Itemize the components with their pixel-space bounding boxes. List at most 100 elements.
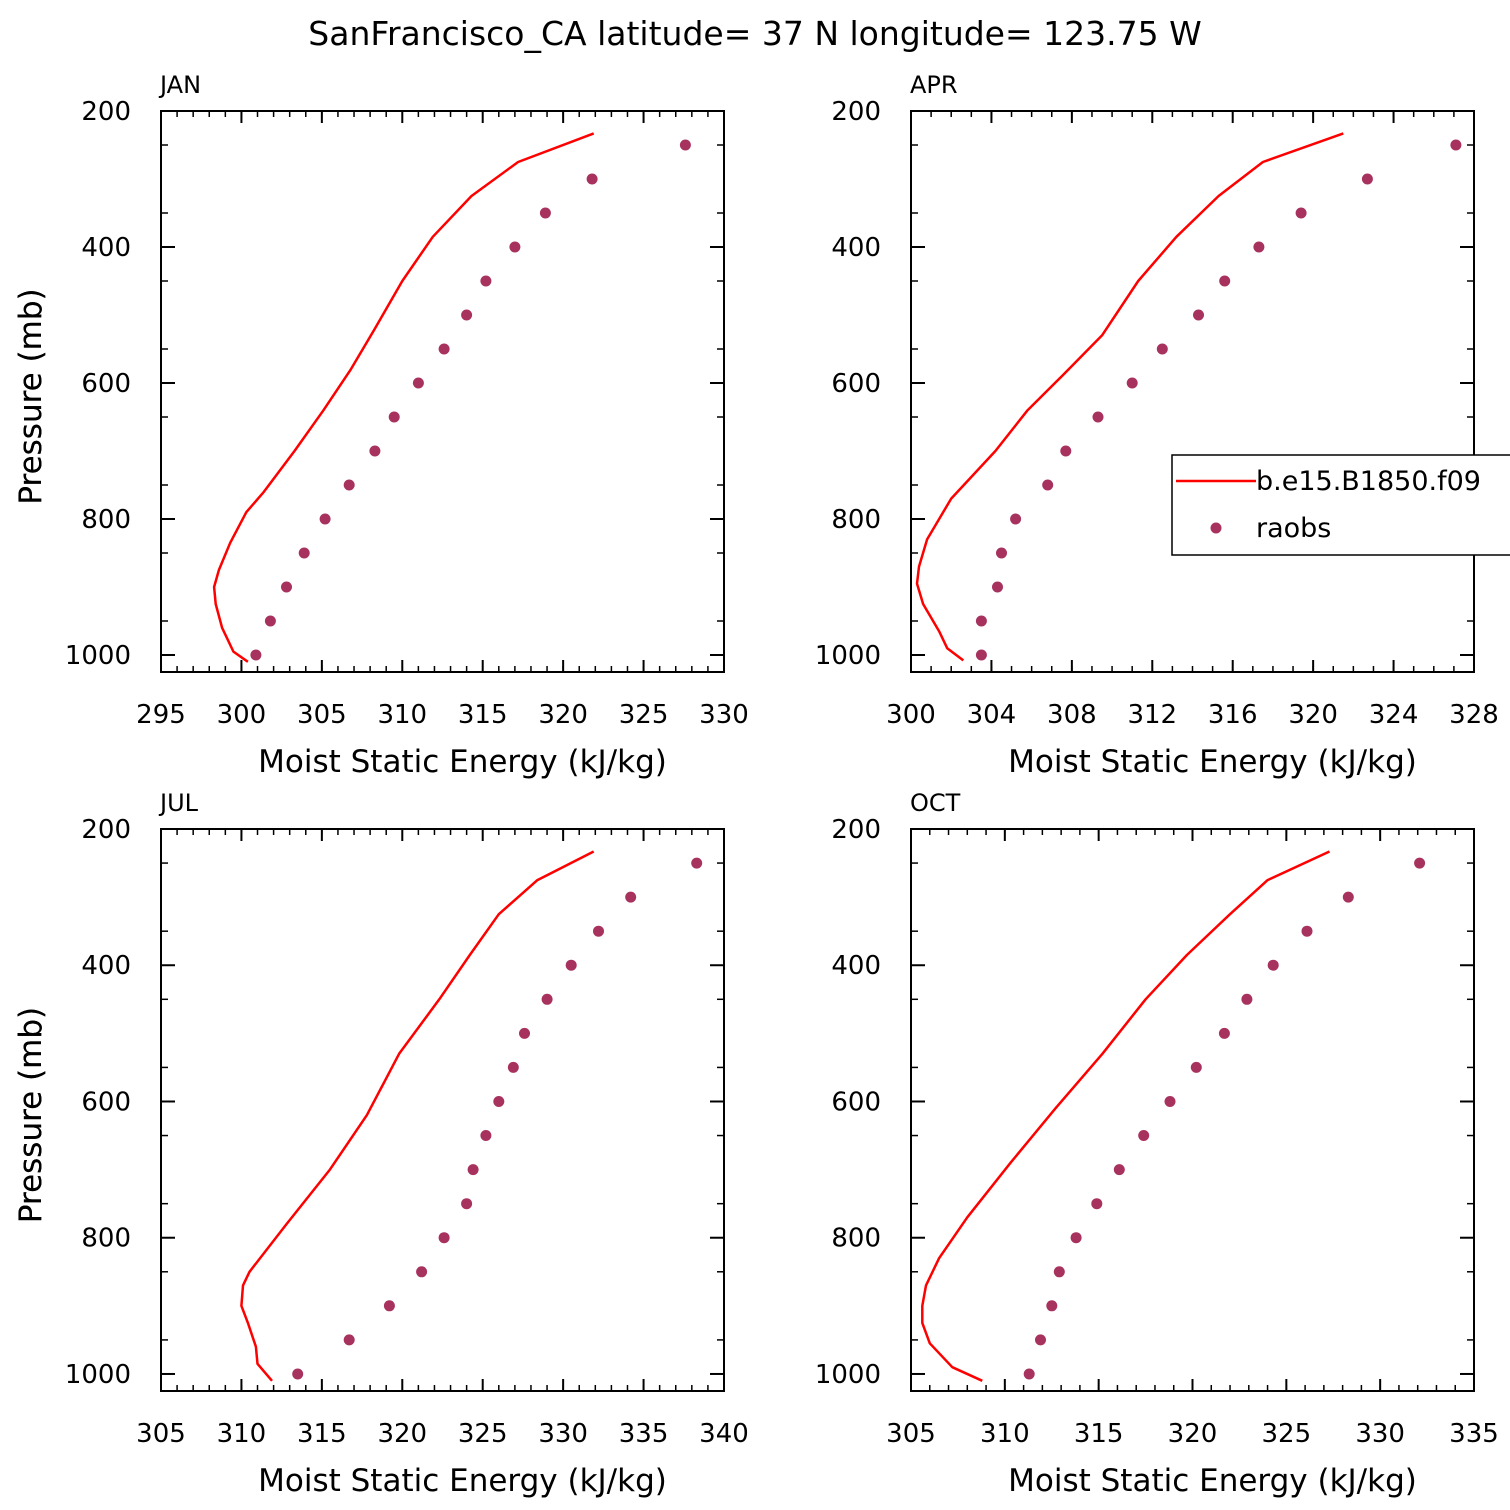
panel-label: JAN [158, 71, 201, 99]
x-tick-label: 320 [1168, 1419, 1218, 1449]
raobs-point [1190, 1061, 1202, 1073]
model-line-series [240, 850, 595, 1382]
y-tick-label: 200 [81, 97, 131, 127]
raobs-point [1092, 411, 1104, 423]
y-tick-label: 400 [81, 233, 131, 263]
raobs-point [1301, 925, 1313, 937]
panel-jan: 295 300 305 310 315 320 325 330 200 400 600 800 1000… [13, 71, 749, 780]
raobs-point [1241, 993, 1253, 1005]
x-tick-label: 315 [1074, 1419, 1124, 1449]
x-tick-label: 315 [297, 1419, 347, 1449]
model-line-series [921, 850, 1331, 1382]
raobs-point [369, 445, 381, 457]
raobs-point [264, 615, 276, 627]
raobs-point [679, 139, 691, 151]
raobs-point [1042, 479, 1054, 491]
raobs-point [1361, 173, 1373, 185]
x-tick-label: 315 [458, 700, 508, 730]
x-tick-label: 324 [1369, 700, 1419, 730]
raobs-point [343, 1334, 355, 1346]
y-tick-label: 800 [81, 505, 131, 535]
x-tick-label: 300 [886, 700, 936, 730]
x-tick-label: 310 [217, 1419, 267, 1449]
raobs-point [1126, 377, 1138, 389]
raobs-point [992, 581, 1003, 593]
y-tick-label: 600 [831, 369, 881, 399]
model-line-series [915, 132, 1344, 662]
x-tick-label: 320 [538, 700, 588, 730]
y-axis-label: Pressure (mb) [13, 1007, 49, 1223]
x-tick-label: 310 [980, 1419, 1030, 1449]
y-tick-label: 600 [831, 1087, 881, 1117]
raobs-point [1253, 241, 1265, 253]
raobs-point [383, 1300, 395, 1312]
y-axis-label: Pressure (mb) [13, 1007, 49, 1223]
raobs-point [509, 241, 521, 253]
panels: 295 300 305 310 315 320 325 330 200 400 600 800 1000… [13, 71, 1499, 1499]
x-axis-label: Moist Static Energy (kJ/kg) [1008, 1463, 1417, 1499]
panel-apr: 300 304 308 312 316 320 324 328 200 400 600 800 1000… [13, 71, 1499, 780]
legend-box [1171, 454, 1510, 556]
raobs-point [292, 1368, 304, 1380]
y-tick-label: 200 [81, 815, 131, 845]
legend: b.e15.B1850.f09 raobs [1171, 454, 1510, 556]
raobs-point [461, 1198, 473, 1210]
panel-label: OCT [910, 789, 961, 817]
y-tick-label: 1000 [815, 1360, 881, 1390]
raobs-point [1035, 1334, 1046, 1346]
raobs-point [1164, 1096, 1176, 1107]
raobs-point [480, 1130, 492, 1141]
panel-label: APR [910, 71, 958, 99]
raobs-point [1023, 1368, 1035, 1380]
x-tick-label: 325 [1262, 1419, 1312, 1449]
x-tick-label: 305 [886, 1419, 936, 1449]
x-tick-label: 305 [136, 1419, 186, 1449]
raobs-point [467, 1164, 479, 1176]
raobs-point [1219, 275, 1231, 287]
raobs-point [416, 1266, 428, 1278]
raobs-point [1046, 1300, 1058, 1312]
raobs-point [438, 1232, 450, 1244]
figure-title: SanFrancisco_CA latitude= 37 N longitude… [308, 14, 1201, 53]
panel-jul: 305 310 315 320 325 330 335 340 200 400 600 800 1000… [13, 789, 749, 1499]
y-tick-label: 1000 [65, 641, 131, 671]
x-tick-label: 320 [1288, 700, 1338, 730]
x-tick-label: 295 [136, 700, 186, 730]
raobs-point [1113, 1164, 1125, 1176]
y-tick-label: 200 [831, 815, 881, 845]
raobs-point [1450, 139, 1462, 151]
raobs-point [519, 1027, 530, 1039]
y-tick-label: 600 [81, 1087, 131, 1117]
y-tick-label: 400 [831, 951, 881, 981]
raobs-point [388, 411, 400, 423]
y-axis-label: Pressure (mb) [13, 288, 49, 504]
y-tick-label: 800 [831, 1224, 881, 1254]
raobs-point [1138, 1130, 1150, 1141]
raobs-point [298, 547, 310, 559]
x-tick-label: 325 [619, 700, 669, 730]
raobs-point [975, 615, 987, 627]
x-tick-label: 310 [377, 700, 427, 730]
x-tick-label: 328 [1449, 700, 1499, 730]
y-tick-label: 800 [81, 1224, 131, 1254]
raobs-point [541, 993, 553, 1005]
x-tick-label: 330 [538, 1419, 588, 1449]
x-tick-label: 305 [297, 700, 347, 730]
x-tick-label: 304 [967, 700, 1017, 730]
x-tick-label: 312 [1127, 700, 1177, 730]
raobs-point [593, 925, 604, 937]
raobs-point [975, 649, 987, 661]
x-tick-label: 320 [377, 1419, 427, 1449]
x-tick-label: 335 [1449, 1419, 1499, 1449]
raobs-point [1010, 513, 1022, 525]
x-axis-label: Moist Static Energy (kJ/kg) [1008, 744, 1417, 780]
raobs-point [1060, 445, 1072, 457]
x-axis-label: Moist Static Energy (kJ/kg) [258, 744, 667, 780]
raobs-point [1267, 959, 1279, 971]
x-axis-label: Moist Static Energy (kJ/kg) [258, 1463, 667, 1499]
x-tick-label: 330 [699, 700, 749, 730]
raobs-point [565, 959, 577, 971]
raobs-point [691, 857, 703, 869]
raobs-point [996, 547, 1007, 559]
